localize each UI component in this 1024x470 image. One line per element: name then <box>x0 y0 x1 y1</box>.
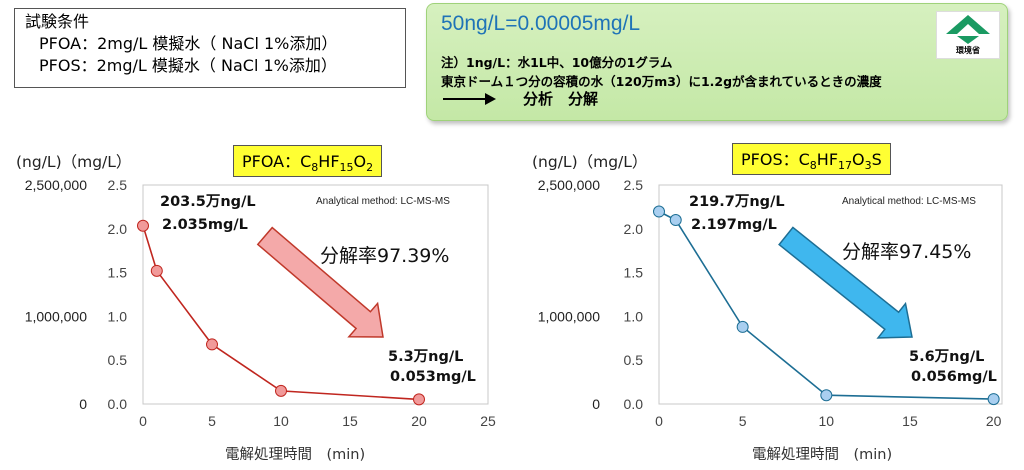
logo-text: 環境省 <box>956 46 980 55</box>
pfos-y-tick-label: 1.0 <box>624 308 644 324</box>
pfoa-unit-label: (ng/L)（mg/L） <box>16 153 132 171</box>
pfoa-y-tick-label: 0.0 <box>108 396 128 412</box>
pfos-formula-tag: PFOS：C8HF17O3S <box>732 143 891 176</box>
pfoa-x-tick-label: 5 <box>208 413 216 429</box>
pfos-x-tick-label: 15 <box>902 413 918 429</box>
pfoa-y-tick-label: 0.5 <box>108 352 128 368</box>
pfos-x-tick-label: 10 <box>819 413 835 429</box>
pfoa-data-point <box>206 338 218 351</box>
pfos-x-tick-label: 0 <box>655 413 663 429</box>
pfos-y-tick-label: 2.5 <box>624 177 644 193</box>
pfoa-x-tick-label: 15 <box>342 413 358 429</box>
pfoa-x-tick-label: 10 <box>273 413 289 429</box>
pfos-unit-label: (ng/L)（mg/L） <box>532 153 648 171</box>
pfoa-start-label-mg: 2.035mg/L <box>162 217 248 233</box>
pfoa-y-tick-label: 2.5 <box>108 177 128 193</box>
pfoa-y2-tick-label: 1,000,000 <box>25 308 87 324</box>
pfos-start-label-ng: 219.7万ng/L <box>689 193 785 210</box>
pfos-data-point <box>820 389 833 402</box>
pfoa-y2-tick-label: 2,500,000 <box>25 177 87 193</box>
pfoa-x-tick-label: 25 <box>480 413 496 429</box>
info-note-2: 東京ドーム１つ分の容積の水（120万m3）に1.2gが含まれているときの濃度 <box>441 74 882 89</box>
pfoa-chart: 0.0 0.5 1.0 1.5 2.0 2.5 0 1,000,000 2,500,000 0 5 1… <box>25 177 496 429</box>
logo-mark-icon <box>946 15 990 44</box>
pfoa-formula-tag: PFOA：C8HF15O2 <box>233 145 383 178</box>
pfoa-data-point <box>150 264 163 277</box>
pfoa-data-point <box>413 393 425 406</box>
pfoa-data-point <box>275 384 287 397</box>
pfos-y2-tick-label: 1,000,000 <box>538 308 600 324</box>
info-box: 50ng/L=0.00005mg/L 注）1ng/L：水1L中、10億分の1グラ… <box>426 3 1008 121</box>
pfos-y-tick-label: 2.0 <box>624 221 644 237</box>
process-label: 分析 分解 <box>523 90 599 108</box>
info-title: 50ng/L=0.00005mg/L <box>441 12 641 35</box>
pfos-plot-area <box>658 184 1003 405</box>
pfoa-x-axis-title: 電解処理時間 (min) <box>225 447 366 463</box>
pfos-data-point <box>736 320 749 333</box>
pfos-data-point <box>987 393 1000 406</box>
pfos-decrease-arrow-icon <box>778 226 913 339</box>
pfoa-data-point <box>137 219 149 232</box>
pfoa-y-tick-label: 2.0 <box>108 221 128 237</box>
pfos-chart: 0.0 0.5 1.0 1.5 2.0 2.5 0 1,000,000 2,500,000 0 5 1… <box>538 177 1003 429</box>
pfos-rate-label: 分解率97.45% <box>842 241 971 263</box>
pfoa-rate-label: 分解率97.39% <box>320 245 449 267</box>
pfoa-y-tick-label: 1.0 <box>108 308 128 324</box>
pfos-y-tick-label: 1.5 <box>624 265 644 281</box>
pfos-y2-tick-label: 0 <box>592 396 600 412</box>
pfos-x-tick-label: 20 <box>986 413 1002 429</box>
pfos-method-label: Analytical method: LC-MS-MS <box>842 196 976 207</box>
pfoa-x-tick-label: 20 <box>411 413 427 429</box>
pfos-data-point <box>669 214 682 227</box>
pfos-x-tick-label: 5 <box>739 413 747 429</box>
conditions-pfoa: PFOA：2mg/L 模擬水（ NaCl 1%添加） <box>39 34 338 53</box>
pfoa-method-label: Analytical method: LC-MS-MS <box>316 196 450 207</box>
pfoa-y2-tick-label: 0 <box>79 396 87 412</box>
pfoa-decrease-arrow-icon <box>256 226 384 338</box>
pfos-x-axis-title: 電解処理時間 (min) <box>752 447 893 463</box>
pfos-data-point <box>653 205 665 218</box>
test-conditions-box: 試験条件 PFOA：2mg/L 模擬水（ NaCl 1%添加） PFOS：2mg… <box>14 8 406 88</box>
pfoa-y-tick-label: 1.5 <box>108 265 128 281</box>
pfos-y-tick-label: 0.5 <box>624 352 644 368</box>
conditions-title: 試験条件 <box>25 12 90 31</box>
ministry-logo: 環境省 <box>936 11 1000 59</box>
info-note-1: 注）1ng/L：水1L中、10億分の1グラム <box>441 55 673 70</box>
pfos-y-tick-label: 0.0 <box>624 396 644 412</box>
pfos-end-label-ng: 5.6万ng/L <box>909 348 984 365</box>
pfoa-end-label-ng: 5.3万ng/L <box>388 348 463 365</box>
pfoa-x-tick-label: 0 <box>139 413 147 429</box>
pfoa-end-label-mg: 0.053mg/L <box>390 369 476 385</box>
pfos-end-label-mg: 0.056mg/L <box>911 369 997 385</box>
conditions-pfos: PFOS：2mg/L 模擬水（ NaCl 1%添加） <box>39 56 337 75</box>
pfos-start-label-mg: 2.197mg/L <box>691 217 777 233</box>
pfoa-start-label-ng: 203.5万ng/L <box>160 193 256 210</box>
pfos-y2-tick-label: 2,500,000 <box>538 177 600 193</box>
